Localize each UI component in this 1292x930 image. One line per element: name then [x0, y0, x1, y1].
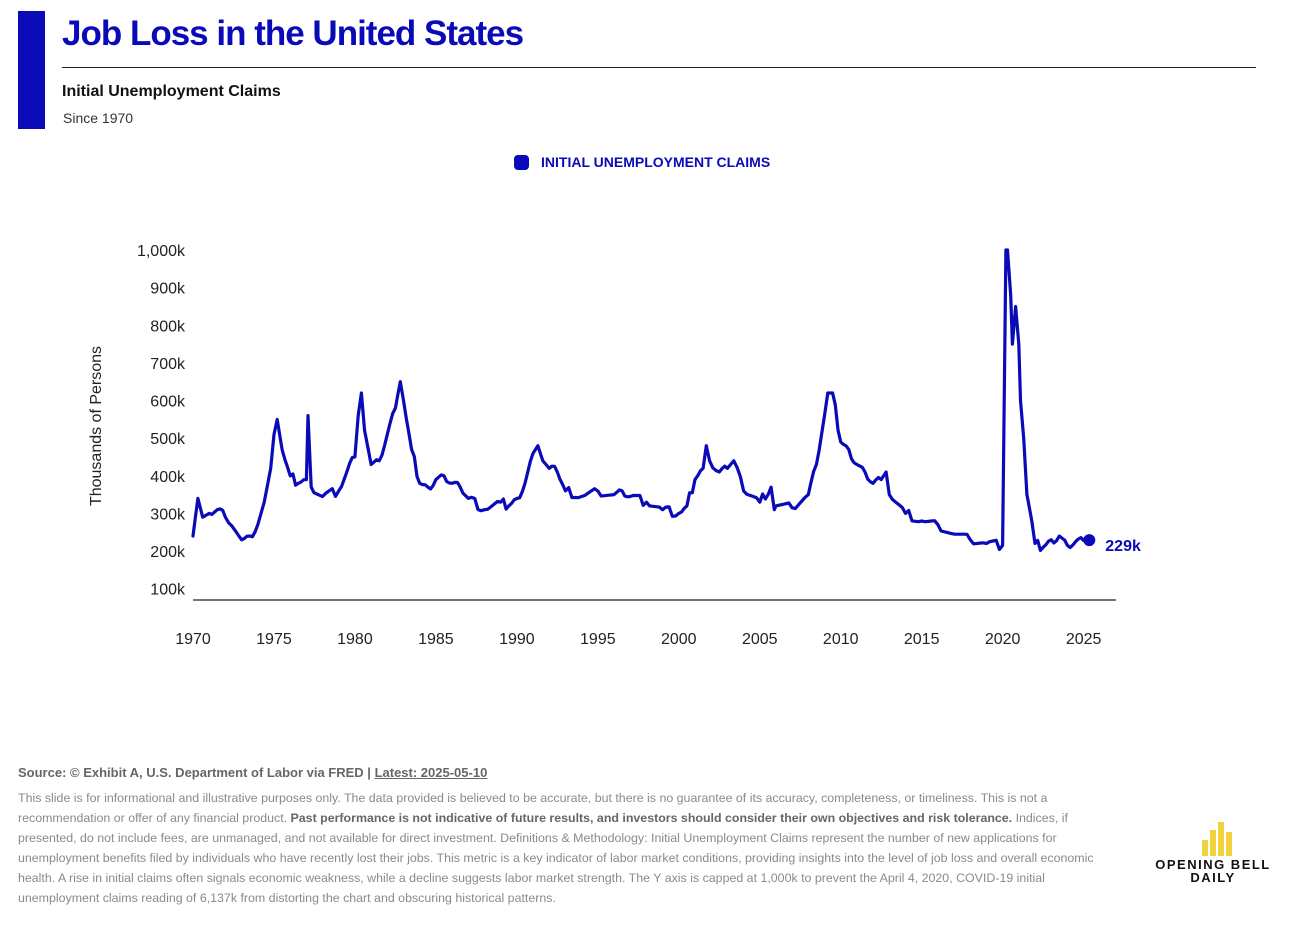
chart-since-note: Since 1970 — [63, 110, 134, 126]
accent-bar — [18, 11, 45, 129]
title-divider — [62, 67, 1256, 68]
chart-legend: INITIAL UNEMPLOYMENT CLAIMS — [514, 154, 770, 170]
y-tick-label: 900k — [150, 281, 186, 298]
y-tick-label: 500k — [150, 431, 186, 448]
y-tick-label: 300k — [150, 506, 186, 523]
legend-swatch — [514, 154, 529, 170]
y-tick-label: 100k — [150, 582, 186, 599]
disclaimer-bold: Past performance is not indicative of fu… — [290, 811, 1013, 825]
y-tick-label: 400k — [150, 469, 186, 486]
opening-bell-daily-logo: OPENING BELL DAILY — [1150, 818, 1276, 888]
x-tick-label: 1975 — [256, 631, 292, 648]
y-tick-label: 600k — [150, 394, 186, 411]
y-axis-title: Thousands of Persons — [88, 346, 105, 506]
latest-date-link[interactable]: Latest: 2025-05-10 — [374, 765, 488, 780]
latest-value-label: 229k — [1105, 538, 1141, 555]
logo-wordmark: OPENING BELL DAILY — [1155, 857, 1271, 885]
page-title: Job Loss in the United States — [62, 14, 524, 53]
source-text: Source: © Exhibit A, U.S. Department of … — [18, 765, 371, 780]
x-tick-label: 2020 — [985, 631, 1021, 648]
y-tick-label: 700k — [150, 356, 186, 373]
x-tick-label: 2025 — [1066, 631, 1102, 648]
disclaimer-tail: Indices, if presented, do not include fe… — [18, 811, 1094, 905]
x-tick-label: 1990 — [499, 631, 535, 648]
legend-label: INITIAL UNEMPLOYMENT CLAIMS — [541, 154, 771, 170]
y-tick-label: 800k — [150, 318, 186, 335]
disclaimer-lead: This slide is for informational and illu… — [18, 791, 1048, 825]
x-tick-label: 2005 — [742, 631, 778, 648]
latest-value-marker — [1083, 534, 1096, 547]
line-chart: 100k 200k 300k 400k 500k 600k 700k 800k 900k 1,00… — [88, 243, 1141, 648]
series-line-initial-claims — [191, 248, 1091, 553]
y-tick-label: 1,000k — [137, 243, 186, 260]
disclaimer: This slide is for informational and illu… — [18, 788, 1122, 908]
x-tick-label: 2000 — [661, 631, 697, 648]
x-tick-label: 2010 — [823, 631, 859, 648]
x-tick-label: 1985 — [418, 631, 454, 648]
x-axis-ticks: 1970 1975 1980 1985 1990 1995 2000 2005 2010 2015… — [175, 631, 1101, 648]
source-line: Source: © Exhibit A, U.S. Department of … — [18, 765, 487, 780]
x-tick-label: 2015 — [904, 631, 940, 648]
x-tick-label: 1970 — [175, 631, 211, 648]
y-axis-ticks: 100k 200k 300k 400k 500k 600k 700k 800k 900k 1,00… — [137, 243, 186, 599]
logo-bars-icon — [1202, 822, 1232, 856]
y-tick-label: 200k — [150, 544, 186, 561]
x-tick-label: 1995 — [580, 631, 616, 648]
chart-subtitle: Initial Unemployment Claims — [62, 83, 281, 100]
x-tick-label: 1980 — [337, 631, 373, 648]
